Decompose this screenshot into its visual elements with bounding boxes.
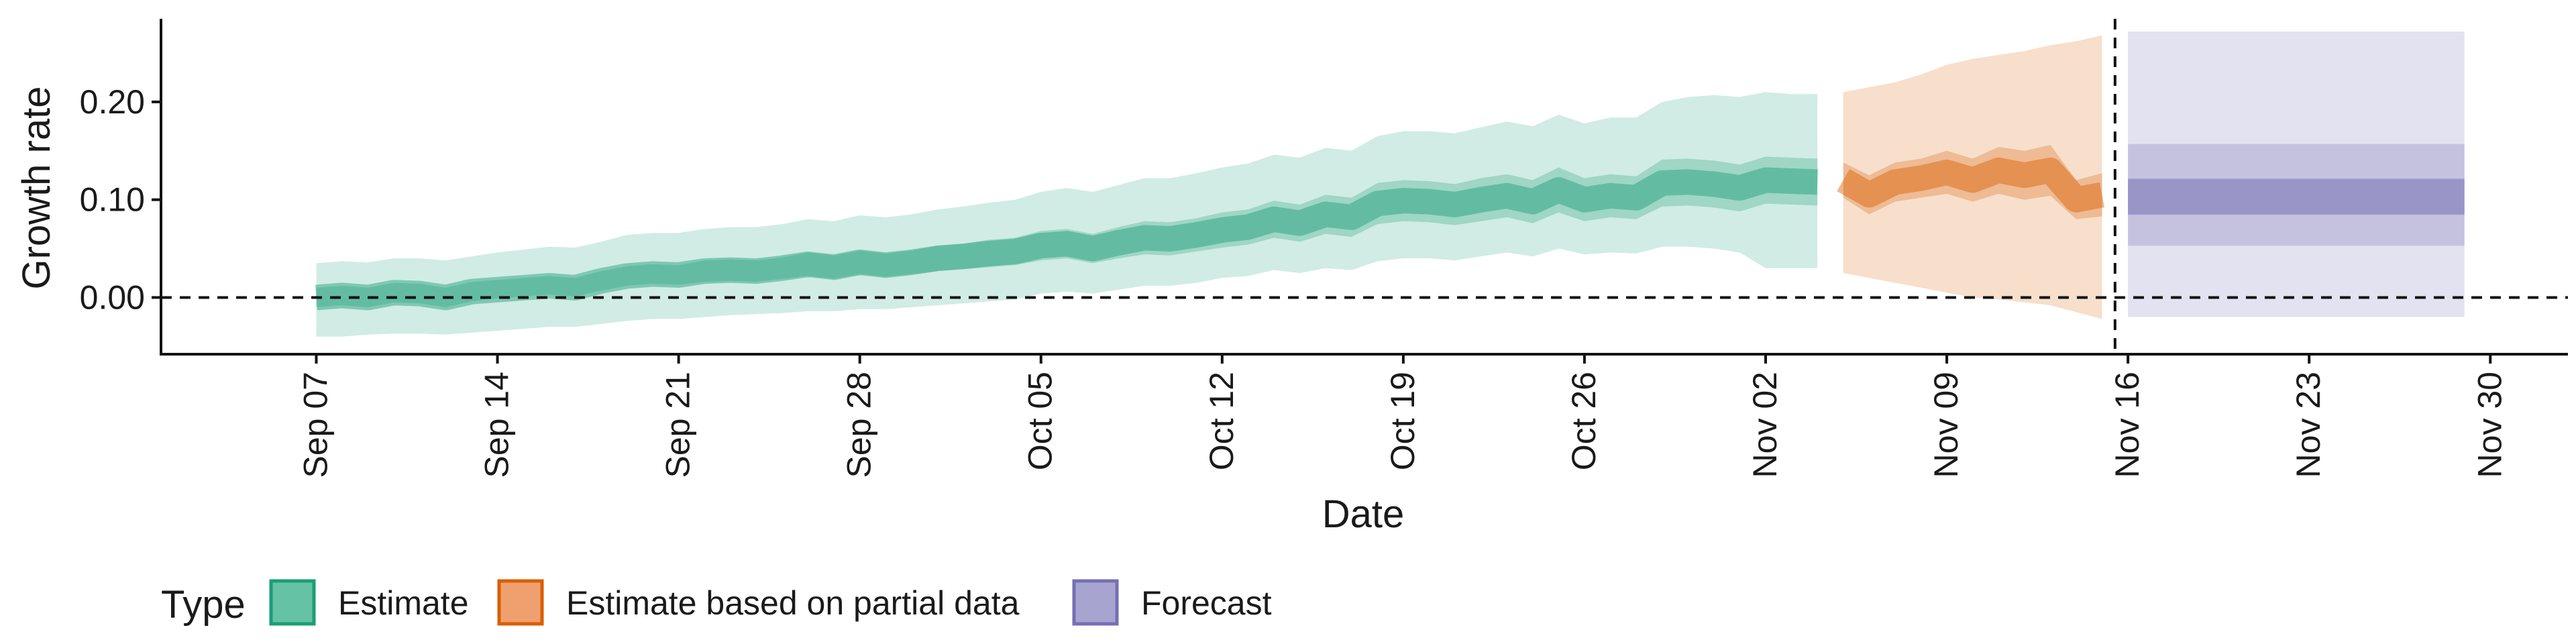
y-axis-ticks: 0.00 0.10 0.20: [80, 83, 161, 316]
x-tick-label: Sep 14: [478, 372, 516, 478]
forecast-inner-band: [2128, 179, 2465, 215]
legend-key-estimate: [269, 579, 316, 626]
y-tick-label: 0.20: [80, 83, 145, 121]
x-tick-label: Oct 05: [1022, 372, 1059, 470]
legend-key-forecast: [1072, 579, 1119, 626]
x-tick-label: Nov 30: [2471, 372, 2508, 478]
reference-lines: [161, 19, 2568, 354]
x-tick-label: Oct 26: [1565, 372, 1603, 470]
legend-title: Type: [161, 583, 246, 627]
x-tick-label: Oct 12: [1203, 372, 1240, 470]
x-tick-label: Sep 28: [841, 372, 878, 478]
legend-label-forecast: Forecast: [1141, 584, 1272, 622]
x-tick-label: Nov 02: [1746, 372, 1784, 478]
y-axis-title: Growth rate: [15, 87, 58, 290]
estimate-median-line: [315, 167, 1818, 311]
estimate-based-on-partial-data-inner-band: [1843, 145, 2102, 219]
x-axis-title: Date: [1322, 492, 1405, 536]
estimate-based-on-partial-data-outer-band: [1843, 35, 2102, 319]
x-tick-label: Sep 07: [297, 372, 335, 478]
median-line-layer: [315, 157, 2465, 311]
y-tick-label: 0.10: [80, 181, 145, 219]
legend-label-estimate-based-on-partial-data: Estimate based on partial data: [566, 584, 1020, 622]
x-tick-label: Oct 19: [1384, 372, 1421, 470]
ribbon-layer: [316, 32, 2465, 337]
legend: Type Estimate Estimate based on partial d…: [161, 579, 1272, 627]
x-axis-ticks: Sep 07 Sep 14 Sep 21 Sep 28 Oct 05 Oct 12 Oct …: [297, 354, 2508, 478]
y-tick-label: 0.00: [80, 278, 145, 316]
forecast-outer-band: [2128, 32, 2465, 317]
forecast-mid-band: [2128, 144, 2465, 246]
legend-key-estimate-based-on-partial-data: [497, 579, 544, 626]
estimate-outer-band: [316, 92, 1818, 337]
legend-label-estimate: Estimate: [338, 584, 469, 622]
x-tick-label: Sep 21: [659, 372, 697, 478]
x-tick-label: Nov 16: [2108, 372, 2146, 478]
estimate-based-on-partial-data-median-line: [1837, 157, 2105, 213]
x-tick-label: Nov 09: [1927, 372, 1965, 478]
x-tick-label: Nov 23: [2290, 372, 2327, 478]
estimate-inner-band: [316, 156, 1818, 307]
